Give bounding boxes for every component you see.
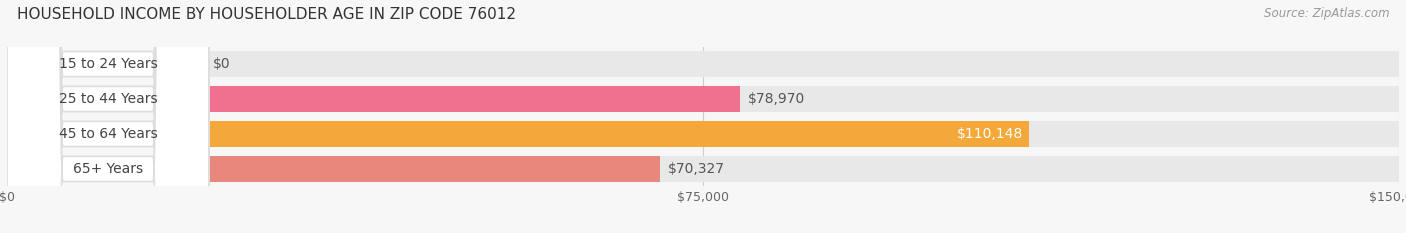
Bar <box>7 121 1029 147</box>
FancyBboxPatch shape <box>7 0 209 233</box>
FancyBboxPatch shape <box>7 0 209 233</box>
Bar <box>7 156 659 182</box>
Text: 65+ Years: 65+ Years <box>73 162 143 176</box>
Text: 45 to 64 Years: 45 to 64 Years <box>59 127 157 141</box>
Text: Source: ZipAtlas.com: Source: ZipAtlas.com <box>1264 7 1389 20</box>
Text: 15 to 24 Years: 15 to 24 Years <box>59 57 157 71</box>
Text: 25 to 44 Years: 25 to 44 Years <box>59 92 157 106</box>
Text: $0: $0 <box>212 57 231 71</box>
Bar <box>7 86 740 112</box>
Bar <box>7 121 1399 147</box>
Bar <box>7 51 1399 77</box>
Text: $70,327: $70,327 <box>668 162 725 176</box>
FancyBboxPatch shape <box>7 0 209 233</box>
Text: $110,148: $110,148 <box>957 127 1024 141</box>
Text: $78,970: $78,970 <box>748 92 806 106</box>
Bar <box>7 86 1399 112</box>
FancyBboxPatch shape <box>7 0 209 233</box>
Bar <box>7 156 1399 182</box>
Text: HOUSEHOLD INCOME BY HOUSEHOLDER AGE IN ZIP CODE 76012: HOUSEHOLD INCOME BY HOUSEHOLDER AGE IN Z… <box>17 7 516 22</box>
